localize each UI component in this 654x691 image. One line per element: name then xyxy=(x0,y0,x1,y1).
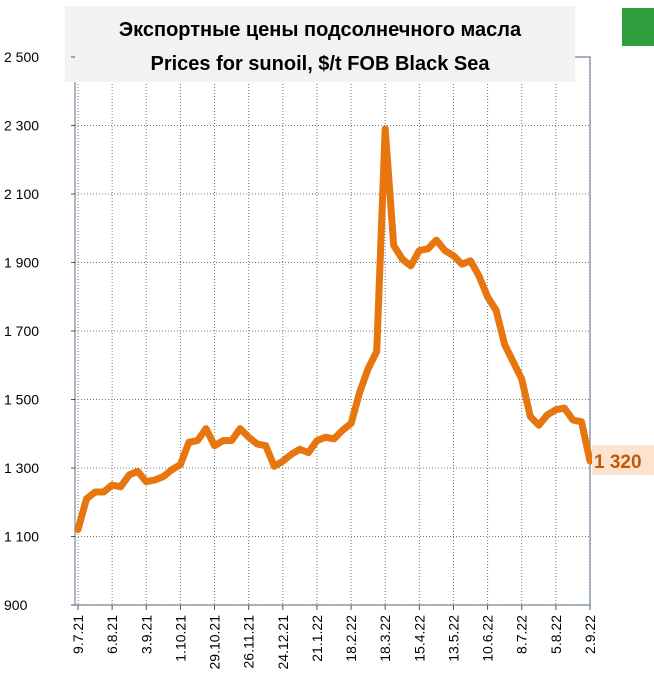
x-tick-label: 26.11.21 xyxy=(241,615,257,669)
y-tick-label: 1 500 xyxy=(4,392,39,408)
x-tick-label: 2.9.22 xyxy=(582,615,598,654)
grid xyxy=(75,56,591,606)
y-tick-label: 2 500 xyxy=(4,49,39,65)
x-tick-label: 9.7.21 xyxy=(70,615,86,654)
x-tick-label: 18.2.22 xyxy=(343,615,359,662)
x-tick-label: 5.8.22 xyxy=(548,615,564,654)
x-tick-label: 15.4.22 xyxy=(411,615,427,662)
y-tick-label: 900 xyxy=(4,597,28,613)
x-tick-label: 18.3.22 xyxy=(377,615,393,662)
x-tick-label: 29.10.21 xyxy=(207,615,223,670)
value-label: 1 320 xyxy=(594,452,642,473)
y-tick-label: 1 100 xyxy=(4,529,39,545)
x-tick-label: 1.10.21 xyxy=(172,615,188,662)
title-box xyxy=(65,6,575,82)
x-tick-label: 10.6.22 xyxy=(480,615,496,662)
x-tick-label: 3.9.21 xyxy=(138,615,154,654)
y-tick-label: 1 300 xyxy=(4,460,39,476)
value-label-box xyxy=(592,445,654,476)
line xyxy=(74,125,594,534)
y-tick-label: 1 900 xyxy=(4,255,39,271)
x-tick-label: 6.8.21 xyxy=(104,615,120,654)
y-tick-label: 2 300 xyxy=(4,118,39,134)
y-tick-label: 2 100 xyxy=(4,186,39,202)
x-tick-label: 13.5.22 xyxy=(445,615,461,662)
x-tick-label: 21.1.22 xyxy=(309,615,325,662)
chart-title: Экспортные цены подсолнечного масла xyxy=(119,19,522,41)
logo xyxy=(622,8,654,46)
y-tick-label: 1 700 xyxy=(4,323,39,339)
x-tick-label: 24.12.21 xyxy=(275,615,291,670)
chart-subtitle: Prices for sunoil, $/t FOB Black Sea xyxy=(150,53,490,75)
x-tick-label: 8.7.22 xyxy=(514,615,530,654)
